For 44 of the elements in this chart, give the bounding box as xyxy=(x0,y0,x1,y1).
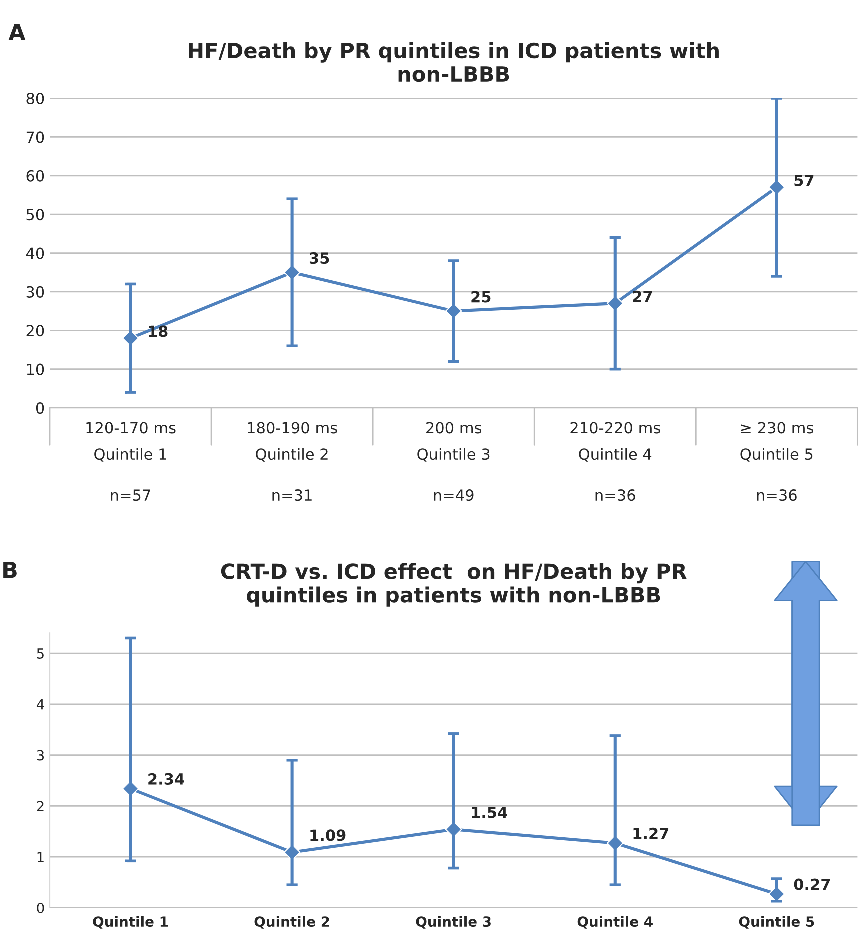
y-tick-label: 40 xyxy=(26,248,44,260)
data-label: 18 xyxy=(149,326,168,338)
y-tick-label: 0 xyxy=(36,402,44,414)
data-label: 25 xyxy=(472,291,491,303)
data-label: 2.34 xyxy=(148,773,184,785)
data-label: 27 xyxy=(633,290,652,302)
x-tick-label: Quintile 1 xyxy=(93,916,168,929)
x-tick-label: 120-170 ms Quintile 1 xyxy=(86,422,176,462)
text: n=36 xyxy=(757,490,797,502)
x-tick-label: Quintile 3 xyxy=(416,916,491,929)
y-tick-label: 2 xyxy=(37,801,44,812)
y-tick-label: 30 xyxy=(26,286,44,298)
y-tick-label: 60 xyxy=(26,170,44,182)
x-tick-label: 200 ms Quintile 3 xyxy=(418,422,490,462)
text: B xyxy=(4,562,17,578)
y-tick-label: 70 xyxy=(26,132,44,144)
text: n=31 xyxy=(272,490,312,502)
y-tick-label: 50 xyxy=(26,209,44,221)
y-tick-label: 80 xyxy=(26,92,44,105)
x-tick-label: Quintile 2 xyxy=(254,916,330,929)
data-label: 1.54 xyxy=(472,806,508,818)
x-tick-label: 180-190 ms Quintile 2 xyxy=(248,422,338,462)
text: A xyxy=(8,24,26,40)
y-tick-label: 0 xyxy=(37,902,44,914)
data-label: 1.09 xyxy=(310,830,346,842)
y-tick-label: 1 xyxy=(38,852,44,862)
text: n=49 xyxy=(434,490,474,502)
chart-title: HF/Death by PR quintiles in ICD patients with non-LBBB xyxy=(189,42,719,82)
y-tick-label: 4 xyxy=(36,700,44,710)
data-label: 35 xyxy=(310,252,330,264)
chart-title: CRT-D vs. ICD effect on HF/Death by PR quintiles in patients with non-LBBB xyxy=(221,563,687,607)
y-tick-label: 5 xyxy=(37,648,44,659)
x-tick-label: 210-220 ms Quintile 4 xyxy=(570,422,660,462)
y-tick-label: 20 xyxy=(26,325,44,337)
data-label: 57 xyxy=(794,175,814,186)
x-tick-label: Quintile 5 xyxy=(739,916,814,929)
y-tick-label: 10 xyxy=(27,364,44,376)
text: n=36 xyxy=(596,490,636,502)
x-tick-label: ≥ 230 ms Quintile 5 xyxy=(740,422,814,462)
data-label: 1.27 xyxy=(634,828,669,840)
y-tick-label: 3 xyxy=(37,750,44,761)
x-tick-label: Quintile 4 xyxy=(578,916,653,929)
text: n=57 xyxy=(111,490,150,502)
data-label: 0.27 xyxy=(794,878,830,890)
